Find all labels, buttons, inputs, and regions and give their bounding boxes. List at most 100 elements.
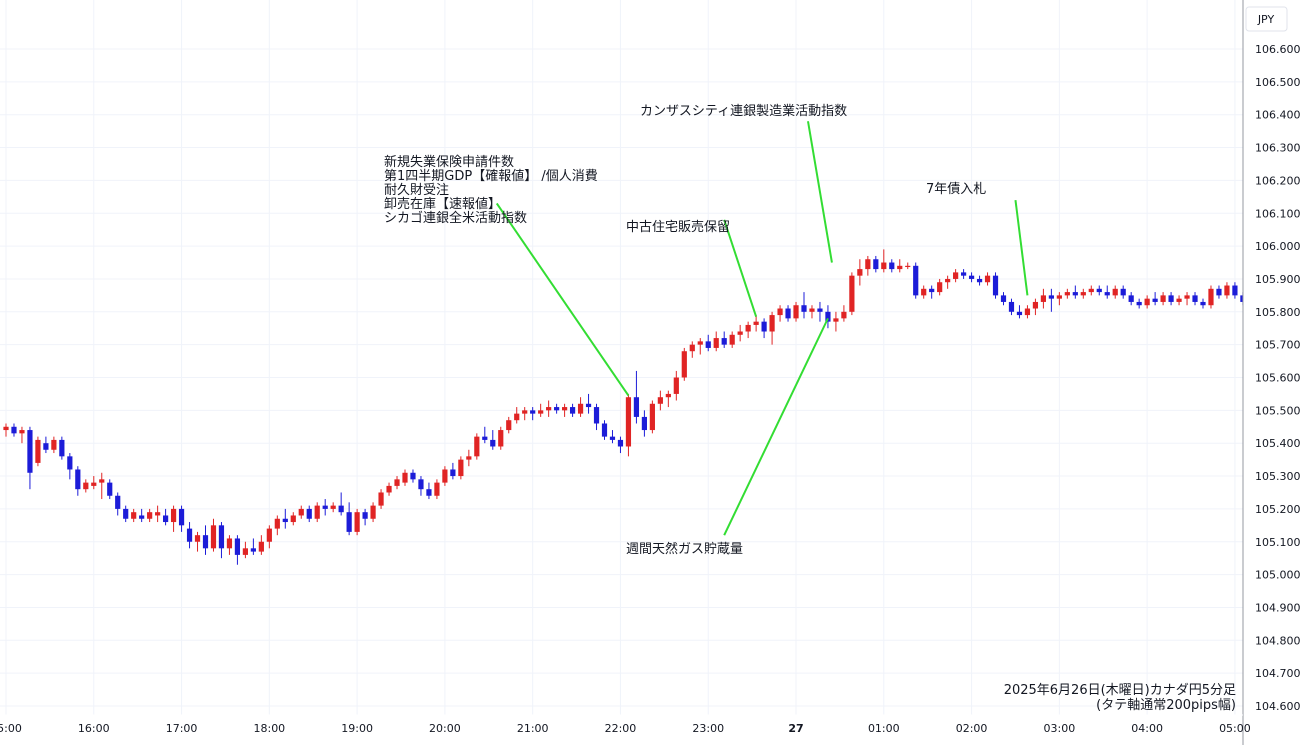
candle-body — [825, 311, 831, 322]
candle-body — [186, 528, 193, 542]
candle — [202, 525, 209, 555]
candle — [450, 462, 456, 480]
candle — [306, 505, 312, 523]
candle-body — [410, 472, 416, 480]
candle-body — [737, 331, 743, 335]
candle-body — [641, 416, 647, 431]
candle — [593, 403, 600, 431]
candle — [498, 426, 504, 450]
candle-body — [665, 393, 671, 398]
candle — [1072, 285, 1078, 299]
candle-body — [202, 535, 209, 549]
candle — [226, 535, 233, 555]
annotation-text: 7年債入札 — [926, 182, 986, 197]
price-tick-label: 105.800 — [1255, 306, 1300, 319]
annotation-line — [807, 121, 833, 263]
candle — [442, 466, 448, 486]
candle — [1024, 305, 1031, 319]
candle — [657, 390, 663, 411]
candle-body — [905, 265, 911, 268]
candle — [1136, 298, 1142, 309]
candle — [793, 301, 799, 322]
candle-body — [593, 407, 600, 424]
annotation-text: 新規失業保険申請件数 — [384, 154, 514, 170]
time-tick-label: 04:00 — [1131, 722, 1163, 735]
time-tick-label: 19:00 — [341, 722, 373, 735]
candle — [889, 259, 895, 273]
candle — [394, 476, 400, 490]
time-tick-label: 05:00 — [1219, 722, 1251, 735]
candle-body — [354, 512, 360, 532]
candle — [681, 347, 687, 381]
candle-body — [83, 482, 89, 490]
annotation-line — [723, 317, 829, 536]
candle-body — [466, 456, 472, 460]
candle-body — [976, 278, 983, 283]
candle-body — [849, 275, 855, 312]
candle — [123, 505, 129, 523]
candle-body — [913, 265, 919, 296]
candle — [1016, 305, 1023, 319]
candle — [968, 272, 975, 283]
candle-body — [817, 308, 823, 312]
candle — [1200, 298, 1206, 309]
candle-body — [633, 397, 640, 417]
candle-body — [689, 344, 695, 352]
candle-body — [99, 479, 105, 483]
candle-body — [458, 459, 464, 477]
candle — [1064, 288, 1070, 299]
candle — [43, 436, 49, 454]
candle-body — [1232, 285, 1238, 296]
candle — [514, 407, 520, 424]
candle — [1000, 292, 1007, 306]
candle-body — [1064, 292, 1070, 296]
candle — [554, 403, 560, 414]
candle — [705, 334, 711, 352]
candle-body — [1136, 301, 1142, 306]
price-tick-label: 106.500 — [1255, 76, 1300, 89]
candle — [242, 541, 248, 559]
candle — [777, 305, 783, 322]
candle — [976, 275, 983, 286]
candle — [1096, 285, 1102, 296]
candle-body — [1080, 292, 1086, 296]
price-tick-label: 106.400 — [1255, 109, 1300, 122]
currency-label-box[interactable] — [1245, 6, 1288, 32]
candle — [617, 436, 624, 454]
candle — [19, 426, 25, 444]
candle — [155, 505, 161, 523]
candle — [1040, 288, 1046, 309]
time-tick-label: 18:00 — [253, 722, 285, 735]
candle — [569, 403, 576, 417]
candle-body — [226, 538, 233, 549]
candle — [953, 269, 959, 283]
candle — [809, 305, 815, 319]
candle-body — [897, 265, 903, 270]
candle — [921, 285, 927, 299]
candle — [697, 338, 703, 355]
candle-body — [115, 495, 121, 509]
candle-body — [322, 505, 328, 509]
time-tick-label: 21:00 — [517, 722, 549, 735]
price-tick-label: 104.700 — [1255, 667, 1300, 680]
candle — [929, 285, 935, 299]
candle-body — [1040, 295, 1046, 302]
candle-body — [801, 305, 807, 312]
candle-body — [1024, 308, 1031, 316]
candle — [258, 535, 264, 555]
candle-body — [753, 321, 759, 325]
candle-body — [91, 482, 97, 486]
candle — [107, 479, 113, 500]
candle — [194, 531, 201, 552]
candle — [354, 508, 360, 536]
time-tick-label: 01:00 — [868, 722, 900, 735]
candle — [945, 275, 951, 289]
candle — [1232, 282, 1238, 299]
candle-body — [155, 512, 161, 516]
candle-body — [394, 479, 400, 486]
candle — [737, 324, 743, 342]
candle — [641, 410, 647, 437]
candle-body — [889, 262, 895, 270]
price-tick-label: 105.400 — [1255, 437, 1300, 450]
